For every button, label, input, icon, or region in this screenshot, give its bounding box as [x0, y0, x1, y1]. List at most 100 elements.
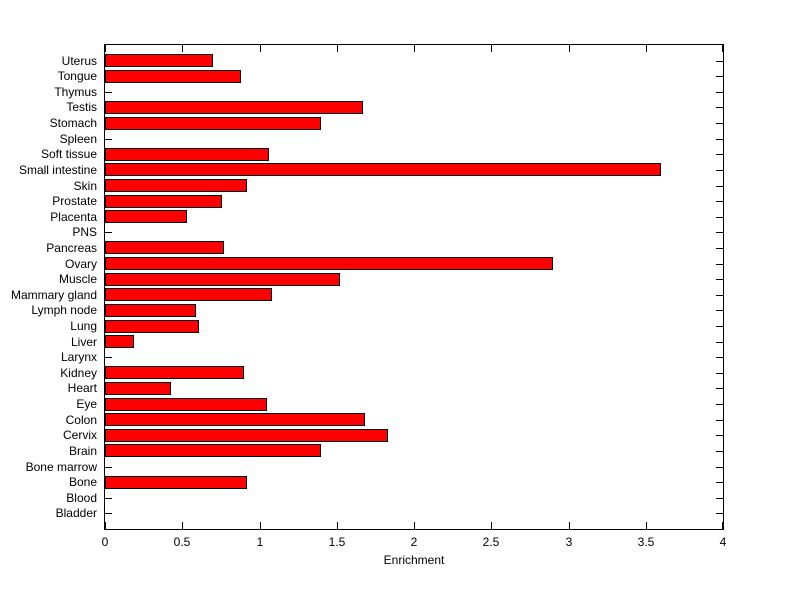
- y-label-bone: Bone: [68, 475, 97, 489]
- bar-liver: [105, 335, 134, 348]
- y-label-heart: Heart: [67, 381, 97, 395]
- x-tick-top: [491, 45, 492, 52]
- y-tick-right: [716, 467, 723, 468]
- bar-lung: [105, 320, 199, 333]
- y-tick-right: [716, 482, 723, 483]
- bar-tongue: [105, 70, 241, 83]
- y-tick-right: [716, 170, 723, 171]
- bar-pancreas: [105, 241, 224, 254]
- y-tick-right: [716, 186, 723, 187]
- y-tick-left: [105, 92, 112, 93]
- y-tick-right: [716, 92, 723, 93]
- y-tick-right: [716, 232, 723, 233]
- y-tick-right: [716, 435, 723, 436]
- bar-kidney: [105, 366, 244, 379]
- y-tick-left: [105, 232, 112, 233]
- y-tick-left: [105, 498, 112, 499]
- y-label-testis: Testis: [66, 100, 97, 114]
- y-tick-left: [105, 357, 112, 358]
- y-tick-right: [716, 107, 723, 108]
- y-label-bone-marrow: Bone marrow: [25, 460, 97, 474]
- x-tick-bottom: [337, 522, 338, 529]
- y-tick-right: [716, 61, 723, 62]
- y-label-colon: Colon: [65, 413, 97, 427]
- y-tick-right: [716, 342, 723, 343]
- y-label-placenta: Placenta: [50, 210, 97, 224]
- bar-prostate: [105, 195, 222, 208]
- bar-mammary-gland: [105, 288, 272, 301]
- y-label-small-intestine: Small intestine: [18, 163, 97, 177]
- y-tick-right: [716, 76, 723, 77]
- x-tick-top: [569, 45, 570, 52]
- y-tick-right: [716, 310, 723, 311]
- bar-heart: [105, 382, 171, 395]
- bar-soft-tissue: [105, 148, 269, 161]
- x-tick-bottom: [491, 522, 492, 529]
- y-label-spleen: Spleen: [59, 132, 97, 146]
- bar-skin: [105, 179, 247, 192]
- bar-small-intestine: [105, 163, 661, 176]
- bar-stomach: [105, 117, 321, 130]
- y-label-stomach: Stomach: [49, 116, 97, 130]
- y-label-pns: PNS: [72, 225, 97, 239]
- bar-eye: [105, 398, 267, 411]
- y-tick-right: [716, 123, 723, 124]
- y-tick-right: [716, 279, 723, 280]
- y-label-thymus: Thymus: [54, 85, 97, 99]
- y-label-mammary-gland: Mammary gland: [10, 288, 97, 302]
- x-tick-top: [337, 45, 338, 52]
- bar-testis: [105, 101, 363, 114]
- y-label-kidney: Kidney: [60, 366, 97, 380]
- y-label-brain: Brain: [68, 444, 97, 458]
- y-tick-right: [716, 513, 723, 514]
- x-tick-label-1: 1: [256, 535, 264, 549]
- y-tick-right: [716, 357, 723, 358]
- y-tick-left: [105, 513, 112, 514]
- y-label-lymph-node: Lymph node: [31, 303, 97, 317]
- x-tick-label-2: 2: [410, 535, 418, 549]
- x-tick-label-3: 3: [565, 535, 573, 549]
- plot-area: [104, 44, 724, 530]
- x-tick-label-4: 4: [719, 535, 727, 549]
- y-tick-right: [716, 388, 723, 389]
- bar-lymph-node: [105, 304, 196, 317]
- y-label-tongue: Tongue: [57, 69, 97, 83]
- x-tick-top: [182, 45, 183, 52]
- x-tick-label-0: 0: [101, 535, 109, 549]
- y-label-skin: Skin: [73, 179, 97, 193]
- bar-cervix: [105, 429, 388, 442]
- y-tick-right: [716, 498, 723, 499]
- x-tick-label-0.5: 0.5: [173, 535, 191, 549]
- y-tick-right: [716, 373, 723, 374]
- y-tick-right: [716, 404, 723, 405]
- y-label-bladder: Bladder: [55, 506, 97, 520]
- x-tick-label-2.5: 2.5: [482, 535, 500, 549]
- y-tick-right: [716, 264, 723, 265]
- bar-bone: [105, 476, 247, 489]
- y-label-ovary: Ovary: [64, 257, 97, 271]
- y-tick-left: [105, 467, 112, 468]
- x-axis-label: Enrichment: [383, 553, 445, 567]
- x-tick-bottom: [569, 522, 570, 529]
- x-tick-top: [105, 45, 106, 52]
- y-label-larynx: Larynx: [60, 350, 97, 364]
- x-tick-bottom: [105, 522, 106, 529]
- x-tick-bottom: [260, 522, 261, 529]
- y-label-blood: Blood: [66, 491, 97, 505]
- bar-muscle: [105, 273, 340, 286]
- x-tick-top: [646, 45, 647, 52]
- bar-ovary: [105, 257, 553, 270]
- bar-placenta: [105, 210, 187, 223]
- y-label-cervix: Cervix: [62, 428, 97, 442]
- y-tick-left: [105, 139, 112, 140]
- y-label-soft-tissue: Soft tissue: [40, 147, 97, 161]
- y-label-pancreas: Pancreas: [46, 241, 97, 255]
- y-tick-right: [716, 295, 723, 296]
- bar-colon: [105, 413, 365, 426]
- y-tick-right: [716, 201, 723, 202]
- y-tick-right: [716, 217, 723, 218]
- y-label-lung: Lung: [70, 319, 97, 333]
- y-tick-right: [716, 326, 723, 327]
- y-tick-right: [716, 248, 723, 249]
- x-tick-bottom: [182, 522, 183, 529]
